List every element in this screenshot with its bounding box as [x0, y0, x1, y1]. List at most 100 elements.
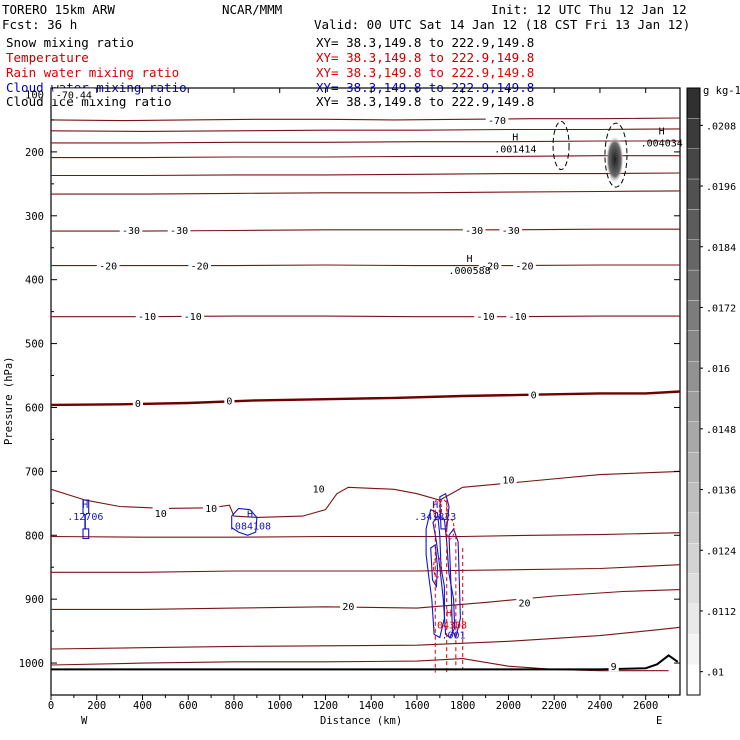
isotherm-label: -10 — [184, 312, 202, 323]
colorbar-label: .0172 — [706, 303, 736, 314]
extremum-value: .12706 — [67, 512, 103, 523]
isotherm-label: -20 — [191, 262, 209, 273]
colorbar-cell — [686, 178, 701, 210]
colorbar-label: .0112 — [706, 607, 736, 618]
x-tick-label: 200 — [87, 700, 106, 712]
extremum-value: .004034 — [641, 138, 683, 149]
isotherm-label: -10 — [138, 312, 156, 323]
colorbar-label: .0184 — [706, 243, 736, 254]
extremum-mark: H — [432, 500, 438, 511]
extremum-value: .084108 — [229, 522, 271, 533]
field-xy-temperature: XY= 38.3,149.8 to 222.9,149.8 — [316, 50, 534, 65]
isotherm-label-bg — [340, 600, 357, 612]
x-tick-label: 1200 — [313, 700, 338, 712]
isotherm-label-bg — [135, 310, 159, 322]
isotherm-label-bg — [167, 223, 191, 235]
rain-contour — [438, 499, 448, 521]
isotherm-label: -20 — [481, 262, 499, 273]
isotherm-label: -30 — [170, 226, 188, 237]
isotherm-label-bg — [500, 473, 517, 485]
colorbar-cell — [686, 452, 701, 483]
colorbar-cell — [686, 118, 701, 149]
isotherm-line — [51, 172, 680, 177]
colorbar-label: .016 — [706, 364, 730, 375]
field-xy-cloud-ice: XY= 38.3,149.8 to 222.9,149.8 — [316, 94, 534, 109]
extremum-mark: H — [512, 133, 518, 144]
isotherm-label: -30 — [465, 226, 483, 237]
colorbar-units: g kg-1 — [703, 85, 740, 97]
x-tick-label: 800 — [224, 700, 243, 712]
isotherm-line — [51, 190, 680, 195]
extremum-mark: H — [82, 500, 88, 511]
colorbar-cell — [686, 87, 701, 119]
isotherm-label: 0 — [531, 391, 537, 402]
cloud-water-contour — [430, 543, 439, 589]
isotherm-label-bg — [499, 223, 523, 235]
y-tick-label: 700 — [25, 466, 44, 478]
colorbar-frame — [686, 87, 701, 696]
isotherm-line — [51, 128, 680, 132]
y-tick-label: 300 — [25, 211, 44, 223]
colorbar-cell — [686, 573, 701, 605]
colorbar-cell — [686, 634, 701, 665]
rain-contour — [433, 556, 443, 578]
colorbar-cell — [686, 512, 701, 544]
cloud-ice-contours — [552, 121, 628, 188]
extremum-mark: H — [446, 609, 452, 620]
y-tick-label: 900 — [25, 594, 44, 606]
isotherm-label-bg — [132, 397, 144, 409]
isotherm-label: -70.44 — [56, 90, 92, 101]
x-tick-label: 1000 — [267, 700, 292, 712]
x-tick-label: 1800 — [450, 700, 475, 712]
plot-frame — [50, 87, 681, 696]
isotherm-label: -10 — [477, 312, 495, 323]
model-title: TORERO 15km ARW — [2, 2, 115, 17]
west-label: W — [81, 715, 88, 727]
colorbar-cell — [686, 239, 701, 271]
isotherm-line — [51, 390, 680, 407]
isotherm-label: 20 — [342, 602, 354, 613]
axes: 0 200 400 600 800 1000 1200 1400 1600 1800 2000 220… — [19, 88, 680, 712]
x-tick-label: 400 — [133, 700, 152, 712]
extremum-value: .000588 — [448, 266, 490, 277]
extremum-mark: H — [467, 254, 473, 265]
colorbar-label: .0196 — [706, 182, 736, 193]
x-tick-label: 2200 — [542, 700, 567, 712]
colorbar-cell — [686, 148, 701, 180]
x-tick-label: 1400 — [359, 700, 384, 712]
field-name-rain: Rain water mixing ratio — [6, 65, 179, 80]
isotherm-line — [51, 264, 680, 267]
isotherm-label-bg — [474, 310, 497, 322]
cloud-water-contour — [448, 527, 461, 640]
isotherm-line — [51, 532, 680, 538]
isotherm-label-bg — [528, 388, 539, 400]
cloud-water-contour — [82, 499, 90, 540]
colorbar-cell — [686, 543, 701, 574]
snow-shading — [605, 135, 624, 184]
isotherm-line — [51, 117, 680, 122]
forecast-hour: Fcst: 36 h — [2, 17, 77, 32]
isotherm-label: -30 — [502, 226, 520, 237]
isotherm-label: 10 — [313, 485, 325, 496]
colorbar-cell — [686, 664, 701, 696]
org-label: NCAR/MMM — [222, 2, 282, 17]
y-axis-title: Pressure (hPa) — [3, 356, 15, 445]
colorbar-cell — [686, 421, 701, 453]
extremum-mark: H — [247, 510, 253, 521]
isotherm-label-bg — [608, 660, 619, 672]
y-tick-label: 200 — [25, 147, 44, 159]
x-tick-label: 2600 — [633, 700, 658, 712]
isotherm-label-bg — [224, 394, 235, 406]
isotherm-line — [51, 140, 680, 144]
isotherm-label-bg — [462, 223, 486, 235]
isotherm-label-bg — [310, 482, 327, 494]
isotherm-label: 10 — [502, 476, 514, 487]
isotherm-label-bg — [478, 259, 502, 271]
field-xy-snow: XY= 38.3,149.8 to 222.9,149.8 — [316, 35, 534, 50]
extremum-value: .04308 — [431, 621, 467, 632]
cloud-water-contour — [231, 507, 258, 536]
temperature-isotherms — [51, 117, 680, 672]
field-xy-rain: XY= 38.3,149.8 to 222.9,149.8 — [316, 65, 534, 80]
cloud-ice-contour — [552, 121, 570, 171]
